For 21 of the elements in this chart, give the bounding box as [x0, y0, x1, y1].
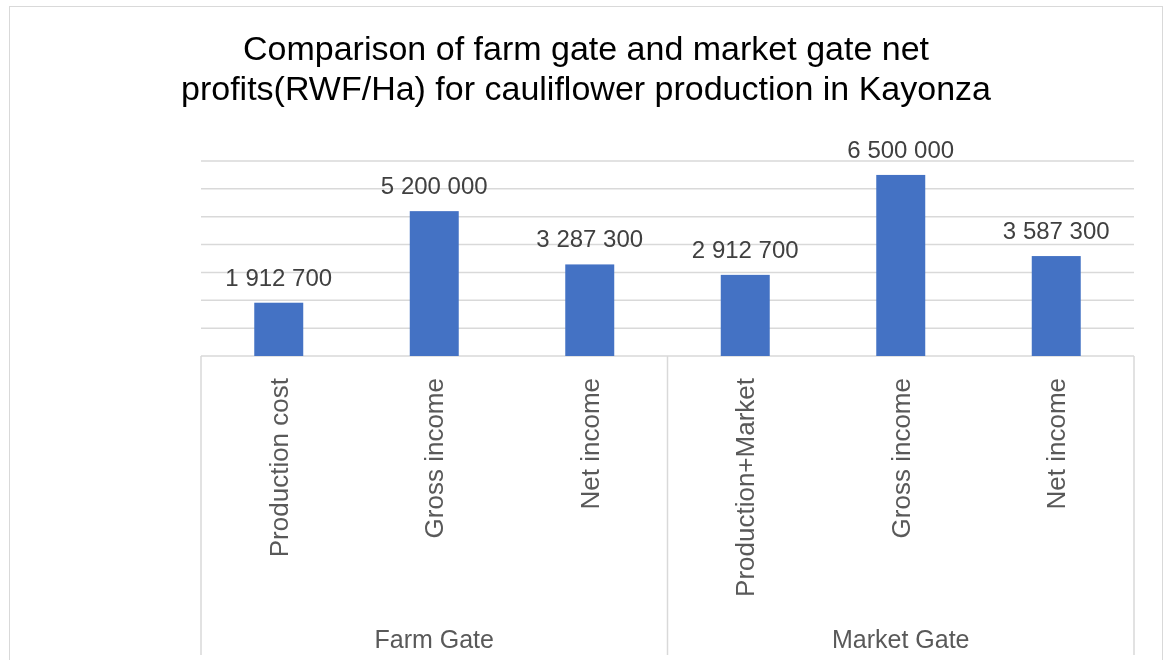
data-label: 6 500 000 — [847, 135, 955, 163]
x-tick-label: Gross income — [885, 378, 916, 539]
bar — [565, 264, 615, 356]
text: Market Gate — [831, 625, 970, 653]
bar — [409, 211, 459, 356]
chart-title: Comparison of farm gate and market gate net profits(RWF/Ha) for cauliflower production in Kayonza — [180, 29, 992, 107]
bar — [1031, 256, 1081, 356]
data-label: 2 912 700 — [691, 235, 799, 263]
bar — [876, 174, 926, 356]
x-tick-label: Net income — [1041, 378, 1072, 510]
bar — [254, 302, 304, 356]
data-label: 1 912 700 — [225, 263, 333, 291]
data-label: 3 287 300 — [536, 225, 644, 253]
x-tick-label: Production cost — [263, 377, 294, 558]
data-label: 3 587 300 — [1002, 217, 1110, 245]
text: Farm Gate — [374, 625, 494, 653]
bar — [720, 274, 770, 356]
x-tick-label: Production+Market — [730, 377, 761, 597]
x-tick-label: Net income — [574, 378, 605, 510]
x-tick-label: Gross income — [419, 378, 450, 539]
data-label: 5 200 000 — [380, 172, 488, 200]
